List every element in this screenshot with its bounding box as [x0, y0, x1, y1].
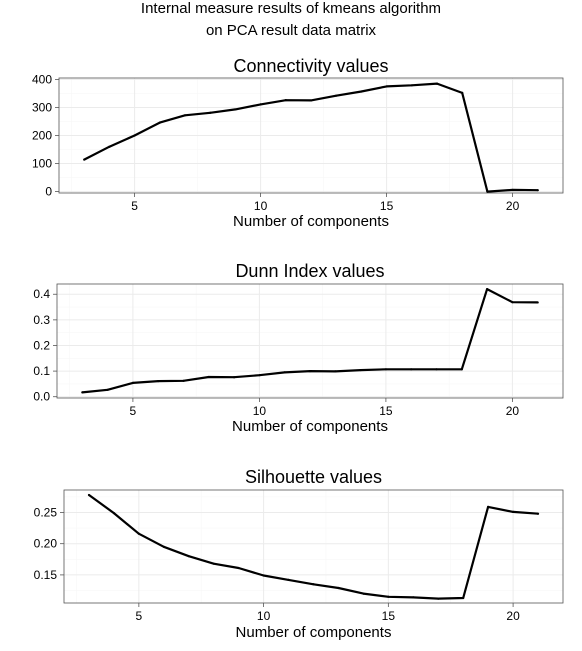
silhouette-data-point — [237, 566, 240, 570]
dunn-index-panel-title: Dunn Index values — [235, 261, 384, 281]
silhouette-data-point — [462, 596, 465, 600]
connectivity-data-point — [461, 91, 464, 94]
connectivity-x-tick-label: 10 — [254, 199, 268, 213]
dunn-index-panel-border — [56, 283, 564, 399]
silhouette-data-point — [412, 596, 415, 599]
dunn-index-data-point — [435, 368, 438, 371]
connectivity-y-tick-label: 400 — [32, 72, 52, 86]
connectivity-data-point — [335, 94, 338, 97]
connectivity-x-axis-title: Number of components — [233, 213, 389, 230]
connectivity-y-tick-label: 0 — [45, 185, 52, 199]
connectivity-data-point — [234, 108, 237, 111]
dunn-index-panel: 0.0 0.1 0.2 0.3 0.4 5 10 15 20 Dunn Index values N… — [33, 261, 564, 435]
dunn-index-data-point — [536, 301, 539, 304]
silhouette-data-point — [187, 555, 190, 558]
silhouette-x-tick-label: 15 — [382, 609, 396, 623]
connectivity-data-point — [536, 189, 539, 192]
dunn-index-data-point — [511, 301, 514, 304]
dunn-index-data-point — [131, 381, 134, 384]
connectivity-data-point — [133, 134, 136, 137]
connectivity-data-point — [511, 188, 514, 192]
silhouette-data-point — [437, 597, 440, 600]
silhouette-data-point — [487, 505, 490, 508]
dunn-index-data-point — [486, 288, 489, 291]
dunn-index-data-point — [182, 379, 185, 382]
silhouette-x-tick-label: 5 — [136, 609, 143, 623]
silhouette-x-axis-title: Number of components — [236, 624, 392, 641]
dunn-index-data-point — [207, 375, 210, 379]
silhouette-y-tick-label: 0.20 — [34, 537, 58, 551]
dunn-index-y-tick-label: 0.4 — [33, 287, 50, 301]
connectivity-y-tick-label: 200 — [32, 129, 52, 143]
silhouette-data-point — [536, 512, 540, 515]
connectivity-data-point — [158, 121, 161, 124]
silhouette-data-point — [212, 562, 215, 565]
silhouette-panel: 0.15 0.20 0.25 5 10 15 20 Silhouette values Numb… — [34, 467, 564, 641]
silhouette-data-point — [137, 532, 140, 535]
silhouette-panel-title: Silhouette values — [245, 467, 382, 487]
silhouette-y-tick-label: 0.15 — [34, 568, 58, 582]
dunn-index-y-tick-label: 0.2 — [33, 338, 50, 352]
silhouette-data-point — [337, 586, 340, 590]
dunn-index-data-point — [384, 368, 387, 371]
silhouette-data-point — [287, 578, 290, 582]
silhouette-x-tick-label: 10 — [257, 609, 271, 623]
dunn-index-y-tick-label: 0.0 — [33, 390, 50, 404]
silhouette-data-point — [511, 510, 515, 513]
dunn-index-data-point — [106, 388, 109, 391]
connectivity-data-point — [435, 82, 439, 85]
dunn-index-data-point — [258, 374, 261, 377]
connectivity-x-tick-label: 5 — [131, 199, 138, 213]
silhouette-data-point — [312, 583, 315, 586]
connectivity-data-point — [309, 99, 313, 102]
connectivity-data-point — [183, 114, 187, 117]
dunn-index-data-point — [233, 376, 236, 379]
silhouette-data-point — [87, 493, 91, 497]
dunn-index-data-point — [283, 371, 286, 374]
connectivity-x-tick-label: 20 — [506, 199, 520, 213]
silhouette-data-point — [162, 545, 165, 548]
dunn-index-x-axis-title: Number of components — [232, 418, 388, 435]
connectivity-data-point — [209, 111, 212, 114]
silhouette-data-point — [387, 595, 390, 598]
dunn-index-data-point — [359, 368, 362, 372]
connectivity-data-point — [259, 103, 262, 106]
dunn-index-data-point — [334, 370, 337, 373]
figure-title-line-2: on PCA result data matrix — [206, 22, 377, 39]
dunn-index-data-point — [460, 368, 463, 371]
dunn-index-data-point — [157, 379, 160, 383]
dunn-index-y-tick-label: 0.1 — [33, 364, 50, 378]
silhouette-panel-border — [63, 489, 564, 604]
dunn-index-plot-area — [57, 284, 563, 398]
dunn-index-y-tick-label: 0.3 — [33, 313, 50, 327]
dunn-index-x-tick-label: 20 — [506, 404, 520, 418]
connectivity-x-tick-label: 15 — [380, 199, 394, 213]
dunn-index-data-point — [81, 391, 84, 394]
connectivity-panel: 0 100 200 300 400 5 10 15 20 Connectivity values N… — [32, 56, 564, 230]
connectivity-data-point — [385, 85, 388, 88]
silhouette-data-point — [112, 511, 115, 515]
silhouette-y-tick-label: 0.25 — [34, 505, 58, 519]
connectivity-data-point — [83, 158, 86, 161]
connectivity-data-point — [108, 145, 111, 148]
connectivity-panel-title: Connectivity values — [233, 56, 388, 76]
figure-title-line-1: Internal measure results of kmeans algor… — [141, 0, 441, 17]
connectivity-y-tick-label: 300 — [32, 100, 52, 114]
connectivity-data-point — [486, 190, 489, 193]
dunn-index-data-point — [308, 370, 312, 373]
connectivity-data-point — [410, 84, 413, 87]
connectivity-y-tick-label: 100 — [32, 157, 52, 171]
connectivity-data-point — [360, 90, 363, 93]
dunn-index-data-point — [410, 368, 413, 371]
silhouette-data-point — [362, 592, 365, 595]
dunn-index-x-tick-label: 10 — [253, 404, 267, 418]
silhouette-data-point — [262, 574, 265, 577]
silhouette-x-tick-label: 20 — [506, 609, 520, 623]
dunn-index-x-tick-label: 15 — [379, 404, 393, 418]
connectivity-data-point — [284, 99, 287, 102]
dunn-index-x-tick-label: 5 — [130, 404, 137, 418]
